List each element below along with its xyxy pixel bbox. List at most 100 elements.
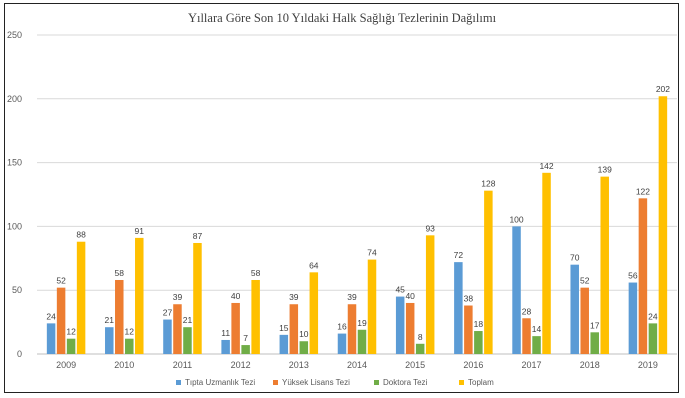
bar xyxy=(542,172,551,354)
data-label: 87 xyxy=(193,231,203,241)
bar xyxy=(125,338,134,354)
data-label: 56 xyxy=(628,271,638,281)
chart-title: Yıllara Göre Son 10 Yıldaki Halk Sağlığı… xyxy=(188,11,497,25)
data-label: 19 xyxy=(357,318,367,328)
y-tick-label: 150 xyxy=(7,158,22,168)
bar xyxy=(337,333,347,354)
bar xyxy=(66,338,76,354)
data-label: 16 xyxy=(337,322,347,332)
data-label: 122 xyxy=(636,186,650,196)
bar xyxy=(628,282,638,354)
bar-chart: Yıllara Göre Son 10 Yıldaki Halk Sağlığı… xyxy=(7,11,677,387)
data-label: 93 xyxy=(425,223,435,233)
x-tick-label: 2011 xyxy=(173,360,192,370)
bar xyxy=(590,332,599,354)
bar xyxy=(658,96,668,355)
legend: Tıpta Uzmanlık Tezi Yüksek Lisans Tezi Dok… xyxy=(176,378,494,387)
bar xyxy=(163,319,172,354)
data-label: 17 xyxy=(590,320,600,330)
legend-label: Yüksek Lisans Tezi xyxy=(282,378,350,387)
data-label: 72 xyxy=(454,250,464,260)
data-label: 11 xyxy=(221,328,230,338)
data-label: 10 xyxy=(299,329,309,339)
bar xyxy=(484,190,493,354)
data-label: 64 xyxy=(309,260,319,270)
y-tick-label: 250 xyxy=(7,30,22,40)
bar xyxy=(309,272,319,354)
data-label: 58 xyxy=(115,268,125,278)
legend-label: Doktora Tezi xyxy=(383,378,428,387)
data-label: 12 xyxy=(66,327,76,337)
gridlines xyxy=(37,34,677,355)
legend-swatch xyxy=(273,380,278,385)
data-labels: 2452128821581291273921871140758153910641… xyxy=(46,84,670,343)
bar xyxy=(580,287,589,354)
bar xyxy=(46,323,56,354)
data-label: 24 xyxy=(46,311,56,321)
bar xyxy=(405,302,415,354)
x-tick-label: 2013 xyxy=(289,360,309,370)
data-label: 58 xyxy=(251,268,261,278)
data-label: 202 xyxy=(656,84,670,94)
data-label: 39 xyxy=(173,292,183,302)
y-axis: 0 50 100 150 200 250 xyxy=(7,30,22,359)
bar xyxy=(241,345,250,354)
legend-label: Toplam xyxy=(468,378,494,387)
data-label: 28 xyxy=(522,306,532,316)
bar xyxy=(464,305,473,354)
x-tick-label: 2012 xyxy=(231,360,251,370)
x-tick-label: 2016 xyxy=(463,360,483,370)
data-label: 7 xyxy=(243,333,248,343)
data-label: 74 xyxy=(367,248,377,258)
data-label: 15 xyxy=(279,323,289,333)
legend-swatch xyxy=(459,380,464,385)
bar xyxy=(135,237,144,354)
bar xyxy=(600,176,609,354)
x-tick-label: 2010 xyxy=(114,360,134,370)
bar xyxy=(395,296,405,354)
data-label: 39 xyxy=(347,292,357,302)
bar xyxy=(231,302,240,354)
chart-frame: Yıllara Göre Son 10 Yıldaki Halk Sağlığı… xyxy=(4,3,679,393)
data-label: 52 xyxy=(580,276,590,286)
bar xyxy=(532,336,541,354)
data-label: 139 xyxy=(598,165,612,175)
data-label: 142 xyxy=(539,161,553,171)
y-tick-label: 0 xyxy=(17,349,22,359)
x-tick-label: 2017 xyxy=(522,360,542,370)
legend-swatch xyxy=(176,380,181,385)
x-tick-label: 2015 xyxy=(405,360,425,370)
data-label: 21 xyxy=(105,315,115,325)
data-label: 100 xyxy=(509,214,523,224)
bar xyxy=(512,226,521,354)
x-tick-label: 2014 xyxy=(347,360,367,370)
bar xyxy=(454,262,463,354)
data-label: 27 xyxy=(163,308,173,318)
data-label: 70 xyxy=(570,253,580,263)
data-label: 12 xyxy=(125,327,135,337)
data-label: 8 xyxy=(418,332,423,342)
bar xyxy=(638,198,648,354)
bar xyxy=(347,304,357,354)
x-tick-label: 2019 xyxy=(638,360,658,370)
bar xyxy=(289,304,299,354)
data-label: 52 xyxy=(56,276,66,286)
bar xyxy=(648,323,658,354)
data-label: 24 xyxy=(648,311,658,321)
bar xyxy=(279,334,289,354)
bar xyxy=(76,241,86,354)
bar xyxy=(367,259,377,354)
bar xyxy=(56,287,66,354)
data-label: 91 xyxy=(135,226,145,236)
y-tick-label: 200 xyxy=(7,94,22,104)
bar xyxy=(357,329,367,354)
bar xyxy=(173,304,182,354)
bar xyxy=(570,264,579,354)
data-label: 45 xyxy=(395,285,405,295)
bar xyxy=(115,279,124,354)
data-label: 40 xyxy=(405,291,415,301)
bar xyxy=(415,343,425,354)
data-label: 128 xyxy=(481,179,495,189)
x-tick-label: 2018 xyxy=(580,360,600,370)
data-label: 21 xyxy=(183,315,193,325)
